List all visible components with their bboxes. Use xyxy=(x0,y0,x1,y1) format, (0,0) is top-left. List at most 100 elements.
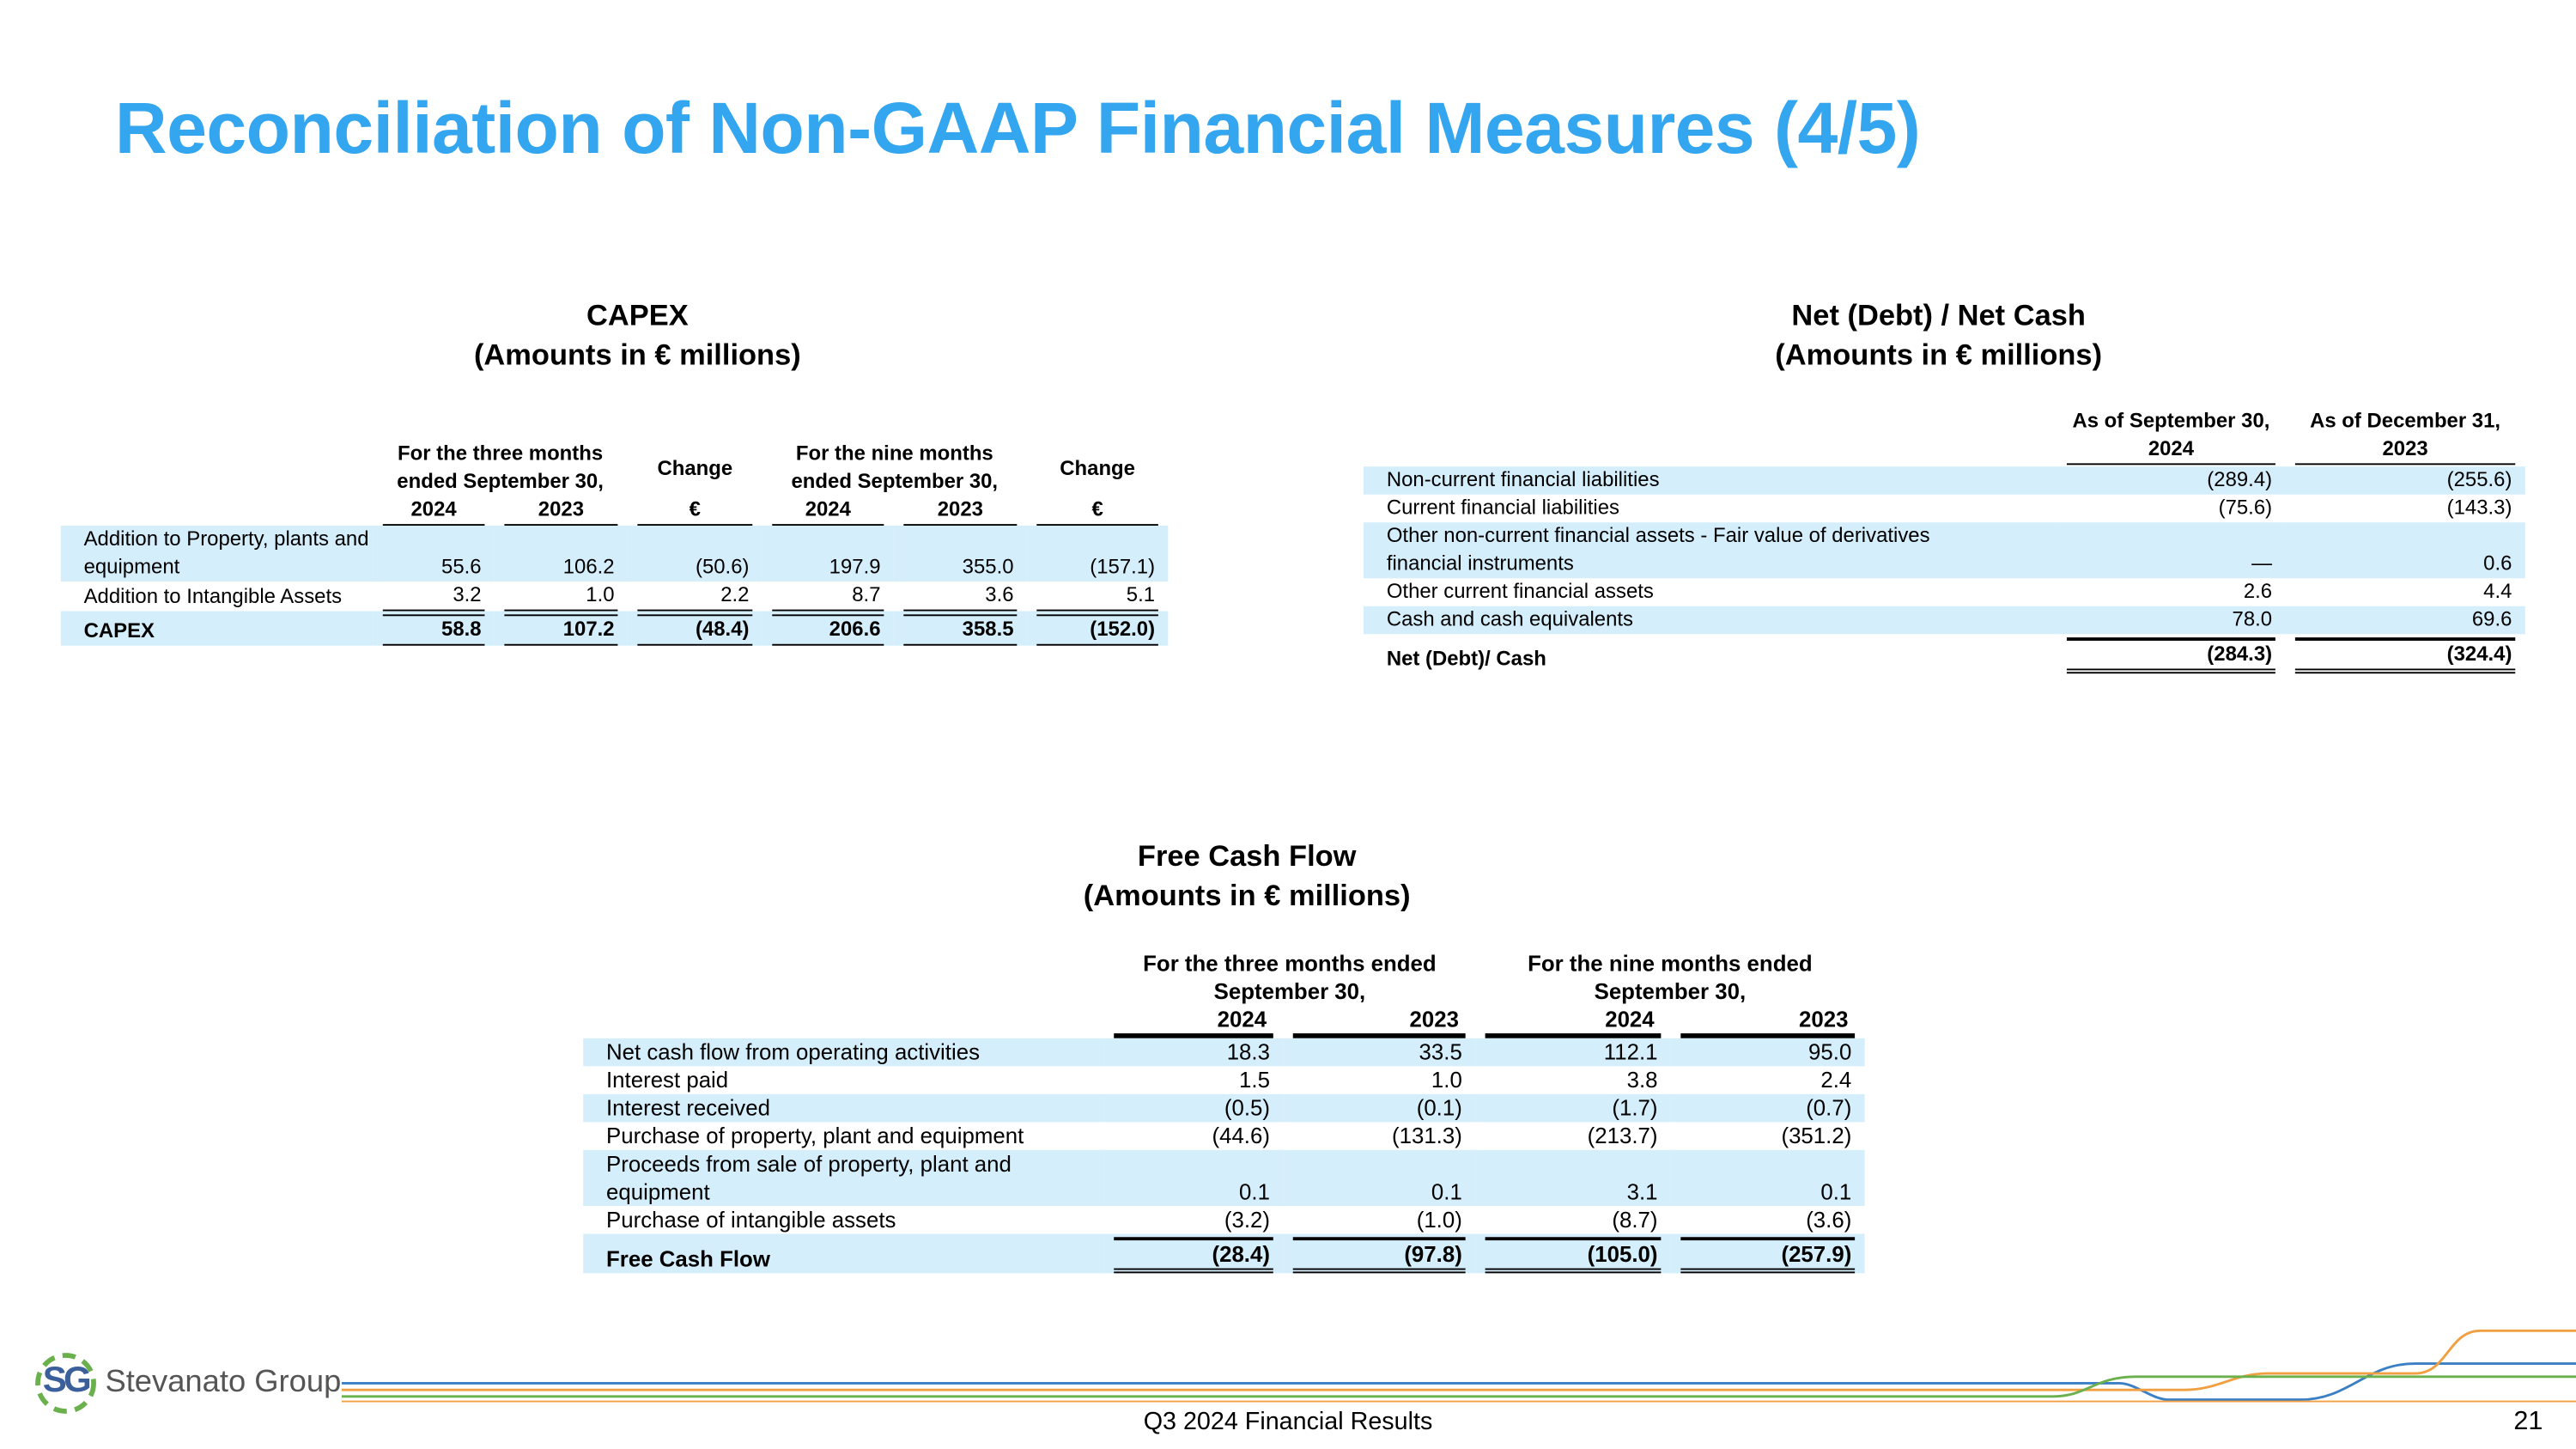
column-header-cell: 2023 xyxy=(495,496,628,527)
column-header-cell: 2023 xyxy=(894,496,1027,527)
slide-title: Reconciliation of Non-GAAP Financial Mea… xyxy=(114,88,1921,170)
cell-value: 1.0 xyxy=(1431,1068,1462,1093)
row-label: Purchase of intangible assets xyxy=(606,1207,896,1233)
column-header-row: 2024 2023 €2024 2023 € xyxy=(61,496,1169,527)
row-label: Other non-current financial assets - Fai… xyxy=(1364,522,2057,579)
value-cell: (75.6) xyxy=(2057,495,2285,523)
value-cell: (257.9) xyxy=(1670,1233,1865,1274)
column-header: 2023 xyxy=(1292,1006,1466,1038)
cell-value: 355.0 xyxy=(962,555,1014,579)
footer-line xyxy=(341,1375,2576,1398)
cell-value: 107.2 xyxy=(504,614,618,646)
row-label: Current financial liabilities xyxy=(1386,496,1620,520)
cell-value: (131.3) xyxy=(1391,1123,1462,1148)
cell-value: (75.6) xyxy=(2218,496,2273,520)
value-cell: 197.9 xyxy=(762,526,894,582)
data-table: As of September 30, 2024 As of December 3… xyxy=(1364,407,2525,674)
value-cell: 358.5 xyxy=(893,611,1027,646)
column-group-header: Change xyxy=(1060,455,1135,479)
table-body: As of September 30, 2024 As of December 3… xyxy=(1364,407,2525,674)
cell-value: 4.4 xyxy=(2483,580,2512,603)
cell-value: 0.1 xyxy=(1820,1179,1852,1205)
cell-value: (97.8) xyxy=(1292,1237,1466,1274)
column-header-cell: € xyxy=(628,496,762,527)
header-spacer xyxy=(61,496,374,526)
header-spacer xyxy=(61,441,374,496)
value-cell: 2.4 xyxy=(1671,1066,1865,1094)
row-label: Net cash flow from operating activities xyxy=(583,1038,1104,1067)
group-header-row: For the three months ended September 30,… xyxy=(61,441,1169,496)
data-row: Proceeds from sale of property, plant an… xyxy=(583,1149,1865,1206)
cell-value: (143.3) xyxy=(2446,496,2512,520)
column-header-cell: € xyxy=(1027,496,1169,527)
header-spacer xyxy=(1364,407,2057,466)
column-header: As of September 30, 2024 xyxy=(2066,407,2275,466)
value-cell: (157.1) xyxy=(1026,526,1169,582)
table-subtitle: (Amounts in € millions) xyxy=(1083,879,1411,912)
value-cell: (44.6) xyxy=(1104,1122,1284,1150)
value-cell: 3.1 xyxy=(1475,1149,1671,1206)
value-cell: (213.7) xyxy=(1475,1122,1671,1150)
value-cell: 355.0 xyxy=(893,526,1027,582)
column-header-cell: 2023 xyxy=(1671,1006,1865,1038)
value-cell: 95.0 xyxy=(1670,1038,1865,1067)
value-cell: 55.6 xyxy=(373,526,495,582)
column-header: 2024 xyxy=(1114,1006,1273,1038)
cell-value: 5.1 xyxy=(1036,581,1158,612)
column-header-cell: 2023 xyxy=(1283,1006,1475,1038)
value-cell: 69.6 xyxy=(2285,606,2525,635)
cell-value: (255.6) xyxy=(2446,468,2512,491)
column-group-header: For the three months ended September 30, xyxy=(1143,951,1437,1004)
column-header-cell: 2024 xyxy=(373,496,495,527)
value-cell: (152.0) xyxy=(1026,611,1169,646)
row-label: Addition to Intangible Assets xyxy=(83,584,343,608)
cell-value: (1.7) xyxy=(1612,1095,1658,1121)
data-row: Addition to Property, plants and equipme… xyxy=(60,526,1169,582)
data-row: Addition to Intangible Assets 3.2 1.0 2.2 8.… xyxy=(61,581,1169,612)
column-header-row: As of September 30, 2024 As of December 3… xyxy=(1364,407,2525,466)
cell-value: (3.2) xyxy=(1224,1207,1270,1233)
fcf-table-wrap: For the three months ended September 30,… xyxy=(583,950,1865,1274)
value-cell: 78.0 xyxy=(2057,606,2286,635)
value-cell: 0.1 xyxy=(1103,1149,1284,1206)
cell-value: — xyxy=(2251,551,2273,575)
cell-value: 3.8 xyxy=(1626,1068,1658,1093)
cell-value: 197.9 xyxy=(829,555,881,579)
table-title: Net (Debt) / Net Cash xyxy=(1791,299,2086,332)
column-header: 2023 xyxy=(903,496,1018,527)
column-group-header: Change xyxy=(657,455,733,479)
column-header: As of December 31, 2023 xyxy=(2294,407,2516,466)
group-header-row: For the three months ended September 30,… xyxy=(583,950,1864,1006)
header-spacer xyxy=(583,950,1104,1006)
cell-value: 69.6 xyxy=(2471,607,2512,631)
footer-line xyxy=(341,1329,2576,1391)
cell-value: 2.4 xyxy=(1820,1068,1852,1093)
column-header: € xyxy=(637,496,753,527)
value-cell: 0.6 xyxy=(2285,522,2525,579)
data-row: Current financial liabilities (75.6) (143.… xyxy=(1364,495,2525,523)
cell-value: 8.7 xyxy=(772,581,884,612)
table-body: For the three months ended September 30,… xyxy=(583,950,1865,1274)
cell-value: 1.5 xyxy=(1239,1068,1270,1093)
row-label: Cash and cash equivalents xyxy=(1364,606,2057,635)
data-row: Other current financial assets 2.6 4.4 xyxy=(1364,578,2525,606)
data-row: Purchase of property, plant and equipmen… xyxy=(583,1122,1864,1150)
value-cell: 106.2 xyxy=(494,526,628,582)
value-cell: 0.1 xyxy=(1283,1149,1476,1206)
cell-value: (1.0) xyxy=(1416,1207,1462,1233)
cell-value: (0.5) xyxy=(1224,1095,1270,1121)
table-title-block: Free Cash Flow (Amounts in € millions) xyxy=(919,837,1576,916)
data-table: For the three months ended September 30,… xyxy=(583,950,1865,1274)
value-cell: 2.2 xyxy=(628,581,762,612)
cell-value: (257.9) xyxy=(1680,1237,1856,1274)
value-cell: (255.6) xyxy=(2285,466,2525,495)
value-cell: 206.6 xyxy=(762,611,894,646)
cell-value: (284.3) xyxy=(2066,637,2275,674)
data-row: Purchase of intangible assets (3.2) (1.0) (… xyxy=(583,1206,1864,1234)
value-cell: (48.4) xyxy=(627,611,762,646)
value-cell: (0.1) xyxy=(1283,1093,1476,1123)
value-cell: (50.6) xyxy=(627,526,762,582)
header-spacer xyxy=(583,1006,1104,1038)
logo-text: Stevanato Group xyxy=(105,1365,342,1400)
